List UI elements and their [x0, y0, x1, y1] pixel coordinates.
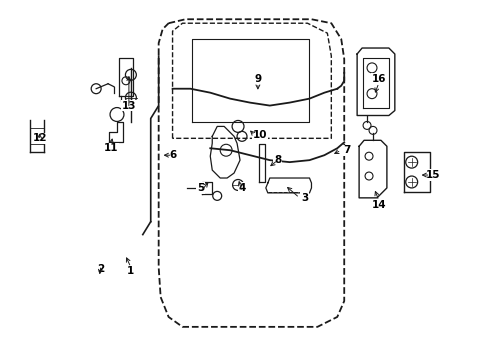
Text: 14: 14: [371, 200, 386, 210]
Text: 1: 1: [127, 266, 134, 276]
Text: 8: 8: [274, 155, 281, 165]
Text: 5: 5: [196, 183, 203, 193]
Text: 10: 10: [252, 130, 266, 140]
Text: 13: 13: [122, 100, 136, 111]
Text: 9: 9: [254, 74, 261, 84]
Text: 6: 6: [168, 150, 176, 160]
Text: 16: 16: [371, 74, 386, 84]
Text: 4: 4: [238, 183, 245, 193]
Text: 7: 7: [343, 145, 350, 155]
Text: 3: 3: [300, 193, 307, 203]
Text: 11: 11: [103, 143, 118, 153]
Text: 12: 12: [32, 133, 47, 143]
Text: 15: 15: [426, 170, 440, 180]
Text: 2: 2: [97, 264, 104, 274]
